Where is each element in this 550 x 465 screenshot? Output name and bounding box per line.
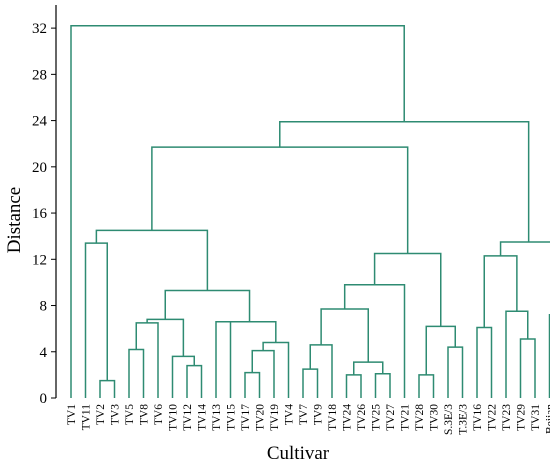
leaf-label: TV2 <box>95 404 107 425</box>
leaf-label: TV5 <box>124 404 136 425</box>
y-tick-label: 4 <box>40 345 48 361</box>
leaf-label: TV17 <box>240 404 252 431</box>
leaf-label: TV29 <box>516 404 528 431</box>
leaf-labels: TV1 TV11 TV2 TV3 TV5 TV8 TV6 TV10 TV12 TV14 TV13 TV… <box>66 404 550 435</box>
dendrogram-link-c27 <box>483 255 518 328</box>
dendrogram-link-c28 <box>373 252 442 327</box>
dendrogram-link-c7 <box>186 364 203 398</box>
y-tick-label: 12 <box>32 252 47 268</box>
dendrogram-link-c8 <box>353 361 384 375</box>
dendrogram-link-c2 <box>244 371 261 398</box>
leaf-label: TV19 <box>269 404 281 431</box>
leaf-label: TV26 <box>356 404 368 431</box>
dendrogram-link-c13 <box>447 346 464 398</box>
dendrogram-link-c33 <box>279 120 530 242</box>
leaf-label: TV6 <box>153 404 165 425</box>
leaf-label: TV3 <box>110 404 122 425</box>
leaf-label: TV30 <box>429 404 441 431</box>
dendrogram-link-c6 <box>302 368 319 398</box>
leaf-label: TV11 <box>81 404 93 431</box>
dendrogram-link-c11 <box>262 341 290 398</box>
leaf-label: TV4 <box>284 404 296 425</box>
y-tick-label: 0 <box>40 391 48 407</box>
leaf-label: S.3E/3 <box>443 404 455 435</box>
y-tick-label: 16 <box>32 206 48 222</box>
y-axis-title: Distance <box>4 187 25 253</box>
leaf-label: TV7 <box>298 404 310 425</box>
dendrogram-links <box>70 25 550 398</box>
dendrogram-link-c4 <box>418 374 435 398</box>
x-axis-title: Cultivar <box>267 443 330 464</box>
leaf-label: TV21 <box>400 404 412 431</box>
leaf-label: TV8 <box>139 404 151 425</box>
dendrogram-link-c3 <box>374 372 391 398</box>
leaf-label: TV12 <box>182 404 194 431</box>
dendrogram-link-c34 <box>70 25 405 398</box>
dendrogram-link-c16 <box>476 326 493 398</box>
dendrogram-link-c9 <box>171 355 195 398</box>
dendrogram-link-c24 <box>320 308 369 363</box>
leaf-label: TV25 <box>371 404 383 431</box>
dendrogram-link-c19 <box>215 320 232 398</box>
leaf-label: TV14 <box>197 404 209 431</box>
y-tick-label: 32 <box>32 21 47 37</box>
dendrogram-link-c18 <box>135 322 159 398</box>
leaf-label: TV22 <box>487 404 499 431</box>
leaf-label: TV24 <box>342 404 354 431</box>
dendrogram-link-c21 <box>146 318 185 357</box>
dendrogram-link-c5 <box>345 374 362 398</box>
leaf-label: TV20 <box>255 404 267 431</box>
leaf-label: TV23 <box>501 404 513 431</box>
dendrogram-link-c14 <box>309 344 333 398</box>
dendrogram-link-c32 <box>151 146 409 254</box>
leaf-label: TV31 <box>530 404 542 431</box>
leaf-label: TV27 <box>385 404 397 431</box>
leaf-label: TV28 <box>414 404 426 431</box>
y-axis: 0 4 8 12 16 20 24 28 32 <box>32 5 57 407</box>
dendrogram-link-c26 <box>343 283 406 398</box>
y-tick-label: 8 <box>40 299 48 315</box>
dendrogram-link-c20 <box>223 320 277 343</box>
dendrogram-link-c12 <box>128 348 145 398</box>
leaf-label: TV13 <box>211 404 223 431</box>
y-tick-label: 28 <box>32 67 47 83</box>
leaf-label: TV15 <box>226 404 238 431</box>
leaf-label: TV1 <box>66 404 78 425</box>
dendrogram-link-c17 <box>425 325 456 375</box>
y-tick-label: 20 <box>32 160 47 176</box>
leaf-label: TV10 <box>168 404 180 431</box>
dendrogram-link-c31 <box>499 241 550 256</box>
dendrogram-link-c1 <box>99 379 116 398</box>
dendrogram-link-c15 <box>519 338 536 398</box>
dendrogram-link-c30 <box>95 229 209 291</box>
dendrogram-link-c10 <box>251 349 275 398</box>
leaf-label: TV18 <box>327 404 339 431</box>
leaf-label: TV16 <box>472 404 484 431</box>
leaf-label: TV9 <box>313 404 325 425</box>
leaf-label: T.3E/3 <box>458 404 470 435</box>
dendrogram-link-c23 <box>505 310 529 398</box>
leaf-label: Bejjan <box>545 404 550 434</box>
dendrogram-link-c25 <box>164 289 251 322</box>
dendrogram-link-c29 <box>84 242 108 398</box>
y-tick-label: 24 <box>32 114 48 130</box>
